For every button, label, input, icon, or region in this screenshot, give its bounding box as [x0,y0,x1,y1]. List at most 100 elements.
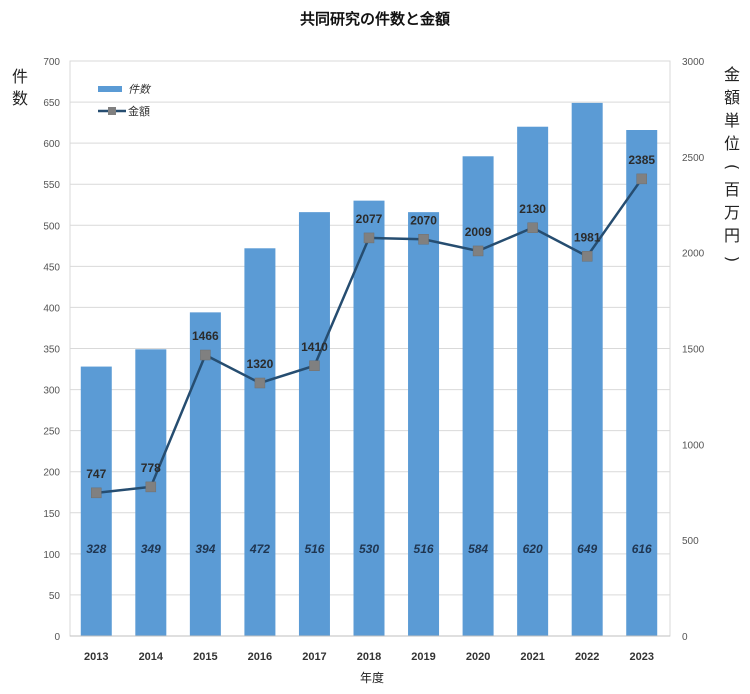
legend-line-marker [108,107,116,115]
x-tick-label: 2014 [139,651,164,663]
y-tick-label-left: 150 [43,509,60,520]
line-point [254,377,266,389]
line-series: 747 778 1466 1320 1410 2077 2070 2009 2130 1981 23… [86,153,655,499]
y-tick-label-left: 0 [54,632,60,643]
y-tick-label-right: 2000 [682,249,705,260]
y-tick-label-left: 600 [43,139,60,150]
line-point [363,232,375,244]
y-tick-label-right: 0 [682,632,688,643]
legend-bar-swatch [98,86,122,92]
line-point [309,360,320,371]
y-tick-label-left: 200 [43,468,60,479]
y-axis-label-char: 額 [724,88,740,107]
bar-data-label: 328 [86,542,106,556]
y-axis-label-char: 百 [724,180,740,199]
x-tick-label: 2023 [629,651,653,663]
y-axis-label-char: 円 [724,226,740,245]
bar [80,366,112,636]
line-data-label: 1320 [247,357,274,371]
y-tick-label-left: 650 [43,98,60,109]
line-point [145,481,157,493]
y-axis-label-char: 万 [724,203,740,222]
y-tick-label-right: 1500 [682,345,705,356]
x-tick-label: 2019 [411,651,435,663]
bar-data-label: 394 [195,542,215,556]
y-axis-label-char: 数 [12,89,28,108]
bar [298,212,330,636]
y-tick-label-right: 1000 [682,440,705,451]
line-point [418,234,429,245]
y-axis-label-char: ( [723,164,742,170]
bar [517,126,549,636]
chart-title: 共同研究の件数と金額 [300,10,450,28]
bar [571,102,603,636]
line-data-label: 2130 [519,202,546,216]
y-tick-label-left: 550 [43,180,60,191]
bar-data-label: 472 [249,542,270,556]
x-tick-label: 2016 [248,651,272,663]
legend-line-label: 金額 [128,104,150,118]
x-tick-label: 2020 [466,651,490,663]
y-tick-label-left: 100 [43,550,60,561]
bar-data-label: 349 [141,542,161,556]
bar-data-label: 584 [468,542,488,556]
y-tick-label-left: 400 [43,303,60,314]
line-point [200,349,211,361]
bar [189,312,221,636]
line-data-label: 747 [86,467,106,481]
bar-series: 328 349 394 472 516 530 516 584 620 649 616 [80,102,658,637]
bar-data-label: 530 [359,542,379,556]
legend-bar-label: 件数 [128,83,152,96]
y-axis-label-char: 件 [12,67,28,86]
bar-data-label: 516 [304,542,324,556]
y-axis-label-char: 単 [724,111,740,130]
bar [408,212,440,636]
line-point [527,222,538,233]
x-axis-label: 年度 [360,670,384,685]
y-tick-label-left: 300 [43,386,60,397]
y-tick-label-right: 2500 [682,153,705,164]
y-tick-label-left: 250 [43,427,60,438]
bar [353,200,385,636]
line-data-label: 2009 [465,225,492,239]
x-tick-label: 2013 [84,651,108,663]
x-tick-label: 2017 [302,651,326,663]
line-data-label: 1410 [301,340,328,354]
line-data-label: 2385 [628,153,655,167]
bar [135,349,167,636]
x-tick-label: 2018 [357,651,381,663]
bar [244,248,276,637]
y-axis-label-char: 位 [724,134,740,153]
y-axis-label-char: 金 [724,65,740,84]
x-tick-label: 2015 [193,651,217,663]
y-axis-label-char: ) [723,256,742,262]
line-data-label: 1466 [192,329,219,343]
y-axis-label-left: 件数 [12,67,28,108]
line-point [472,245,484,257]
legend: 件数 金額 [98,83,152,118]
y-tick-label-right: 3000 [682,57,705,68]
y-tick-label-left: 350 [43,345,60,356]
bar-data-label: 616 [632,542,652,556]
x-tick-label: 2022 [575,651,599,663]
line-data-label: 778 [141,461,161,475]
y-tick-label-left: 450 [43,262,60,273]
bar-data-label: 516 [414,542,434,556]
line-point [91,487,102,499]
line-data-label: 1981 [574,230,601,244]
line-point [636,173,647,185]
y-tick-label-left: 700 [43,57,60,68]
line-data-label: 2070 [410,213,437,227]
bar-data-label: 649 [577,542,597,556]
axes: 0 50 100 150 200 250 300 350 400 450 500 550 600 650 7… [43,57,704,663]
line-point [581,251,593,262]
x-tick-label: 2021 [520,651,544,663]
line-data-label: 2077 [356,212,383,226]
y-tick-label-right: 500 [682,536,699,547]
y-tick-label-left: 50 [49,591,61,602]
y-tick-label-left: 500 [43,221,60,232]
bar [626,130,658,636]
bar-data-label: 620 [523,542,543,556]
